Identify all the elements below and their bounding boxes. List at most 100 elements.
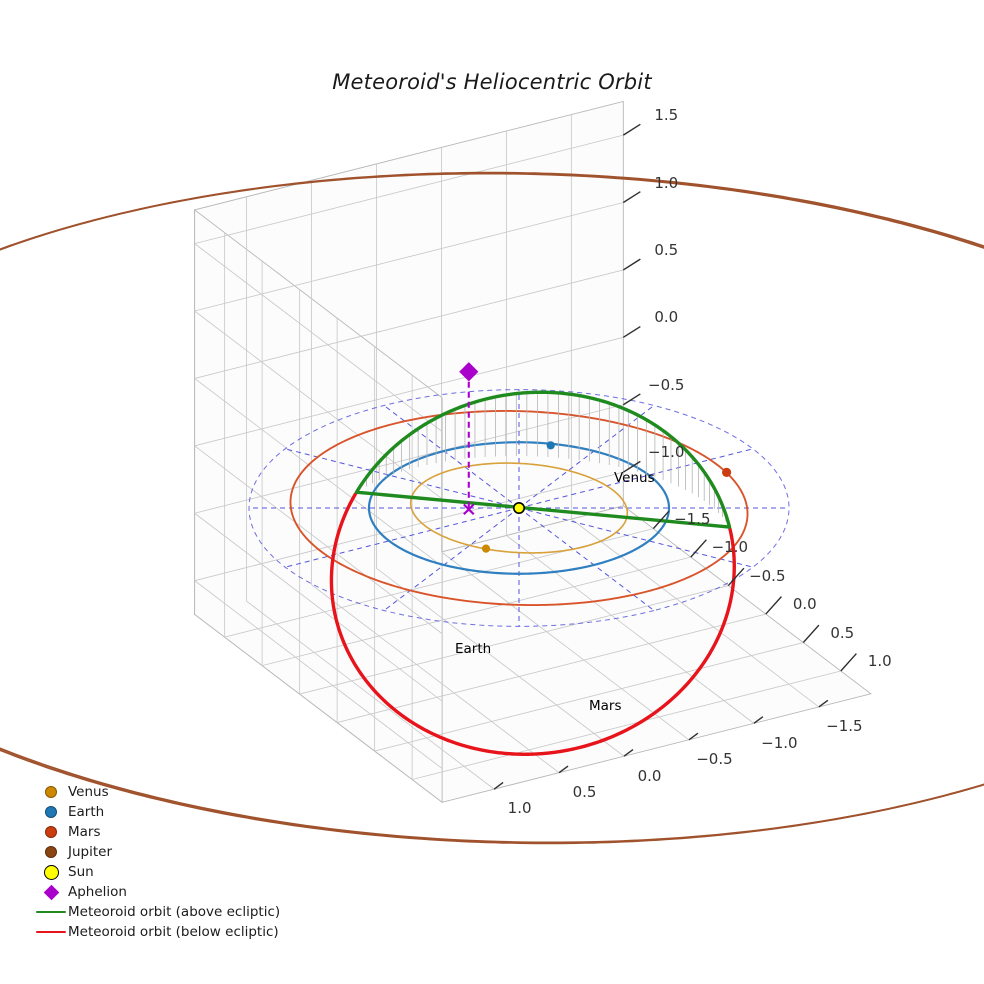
x-axis-tick-mark xyxy=(690,539,707,558)
z-axis-tick-mark xyxy=(622,325,641,338)
z-axis-tick-label: 0.0 xyxy=(654,308,679,327)
venus-label: Venus xyxy=(614,470,655,486)
backwall-gridline-z xyxy=(194,243,443,432)
legend-marker-wrap xyxy=(34,846,68,858)
floor-gridline-x xyxy=(374,642,804,752)
x-axis-tick-label: −0.5 xyxy=(749,566,786,585)
above-ecliptic-line-icon xyxy=(36,910,66,914)
legend-marker-wrap xyxy=(34,806,68,818)
orbit-path-earth xyxy=(367,441,671,575)
y-axis-tick-mark xyxy=(558,765,569,774)
x-axis-tick-mark xyxy=(652,510,670,530)
legend-item-meteoroid-orbit-below-ecliptic[interactable]: Meteoroid orbit (below ecliptic) xyxy=(34,922,280,942)
z-axis-tick-mark xyxy=(622,191,641,204)
y-axis-tick-label: −0.5 xyxy=(696,750,733,769)
legend-item-label: Earth xyxy=(68,804,105,820)
meteoroid-orbit-below-ecliptic xyxy=(329,492,736,756)
legend-item-sun[interactable]: Sun xyxy=(34,862,280,882)
ecliptic-radial-spoke xyxy=(518,507,655,611)
z-axis-tick-mark xyxy=(622,258,641,271)
floor-gridline-x xyxy=(337,613,766,723)
x-axis-tick-label: 0.0 xyxy=(792,595,817,614)
z-axis-tick-label: 1.0 xyxy=(654,173,679,192)
ecliptic-radial-spoke xyxy=(285,448,520,509)
leftwall-gridline-z xyxy=(194,471,624,582)
legend-item-label: Meteoroid orbit (above ecliptic) xyxy=(68,904,281,920)
legend-marker-wrap xyxy=(34,864,68,880)
leftwall-gridline-z xyxy=(194,336,624,447)
ecliptic-reference-circle xyxy=(248,389,790,627)
jupiter-marker-icon xyxy=(45,846,57,858)
below-ecliptic-line-icon xyxy=(36,930,66,934)
page-title: Meteoroid's Heliocentric Orbit xyxy=(332,70,652,94)
point-venus-icon xyxy=(481,544,491,553)
leftwall-gridline-z xyxy=(194,202,624,312)
backwall-gridline-z xyxy=(194,512,443,702)
legend-item-mars[interactable]: Mars xyxy=(34,822,280,842)
x-axis-tick-mark xyxy=(765,596,782,615)
venus-marker-icon xyxy=(45,786,57,798)
z-axis-tick-mark xyxy=(622,393,641,406)
backwall-gridline-z xyxy=(194,445,443,635)
y-axis-tick-label: −1.5 xyxy=(826,717,863,736)
point-aphelion-icon xyxy=(459,362,479,382)
legend-item-label: Jupiter xyxy=(68,844,113,860)
floor-gridline-y xyxy=(506,535,755,724)
z-axis-tick-label: −1.0 xyxy=(648,443,685,462)
floor-gridline-x xyxy=(299,585,729,695)
meteoroid-orbit-above-ecliptic xyxy=(354,390,732,529)
mars-marker-icon xyxy=(45,826,57,838)
orbit-path-mars xyxy=(289,410,749,606)
legend-marker-wrap xyxy=(34,786,68,798)
z-axis-tick-label: 1.5 xyxy=(654,106,679,125)
floor-gridline-y xyxy=(376,567,625,757)
y-axis-tick-label: −1.0 xyxy=(761,733,798,752)
y-axis-tick-mark xyxy=(753,716,764,724)
floor-gridline-y xyxy=(246,600,495,790)
x-axis-tick-label: 1.0 xyxy=(867,652,892,671)
ecliptic-radial-spoke xyxy=(383,405,520,509)
legend-item-label: Mars xyxy=(68,824,101,840)
point-mars-icon xyxy=(722,467,732,477)
leftwall-gridline-z xyxy=(194,269,624,379)
sun-marker-icon xyxy=(43,864,59,880)
legend: Venus Earth Mars Jupiter Sun Aphelion Meteoroi… xyxy=(34,782,280,942)
backwall-gridline-z xyxy=(194,580,443,769)
legend-item-earth[interactable]: Earth xyxy=(34,802,280,822)
y-axis-tick-label: 0.5 xyxy=(572,783,597,802)
y-axis-tick-label: 1.0 xyxy=(507,799,532,818)
legend-marker-wrap xyxy=(34,910,68,914)
x-axis-tick-mark xyxy=(840,653,857,672)
x-axis-tick-label: −1.0 xyxy=(711,538,748,557)
z-axis-tick-mark xyxy=(622,123,641,136)
y-axis-tick-mark xyxy=(493,781,504,790)
legend-item-jupiter[interactable]: Jupiter xyxy=(34,842,280,862)
legend-item-meteoroid-orbit-above-ecliptic[interactable]: Meteoroid orbit (above ecliptic) xyxy=(34,902,280,922)
ecliptic-radial-spoke xyxy=(285,507,520,568)
point-aphelion-projection-icon xyxy=(463,503,475,516)
legend-item-label: Sun xyxy=(68,864,94,880)
floor-gridline-x xyxy=(412,670,841,780)
y-axis-tick-mark xyxy=(818,699,829,708)
earth-label: Earth xyxy=(455,641,492,657)
legend-item-aphelion[interactable]: Aphelion xyxy=(34,882,280,902)
legend-item-label: Venus xyxy=(68,784,109,800)
ecliptic-radial-spoke xyxy=(383,507,520,611)
ecliptic-radial-spoke xyxy=(518,405,655,509)
floor-gridline-x xyxy=(262,556,691,667)
aphelion-marker-icon xyxy=(43,884,59,900)
legend-marker-wrap xyxy=(34,826,68,838)
floor-gridline-y xyxy=(311,584,560,774)
point-sun-icon xyxy=(512,501,525,514)
y-axis-tick-mark xyxy=(623,749,634,757)
legend-item-label: Aphelion xyxy=(68,884,127,900)
mars-label: Mars xyxy=(589,698,622,714)
legend-item-label: Meteoroid orbit (below ecliptic) xyxy=(68,924,279,940)
legend-item-venus[interactable]: Venus xyxy=(34,782,280,802)
x-axis-tick-mark xyxy=(802,624,820,643)
floor-gridline-y xyxy=(571,518,820,708)
x-axis-tick-mark xyxy=(727,567,745,587)
z-axis-tick-mark xyxy=(622,460,641,473)
